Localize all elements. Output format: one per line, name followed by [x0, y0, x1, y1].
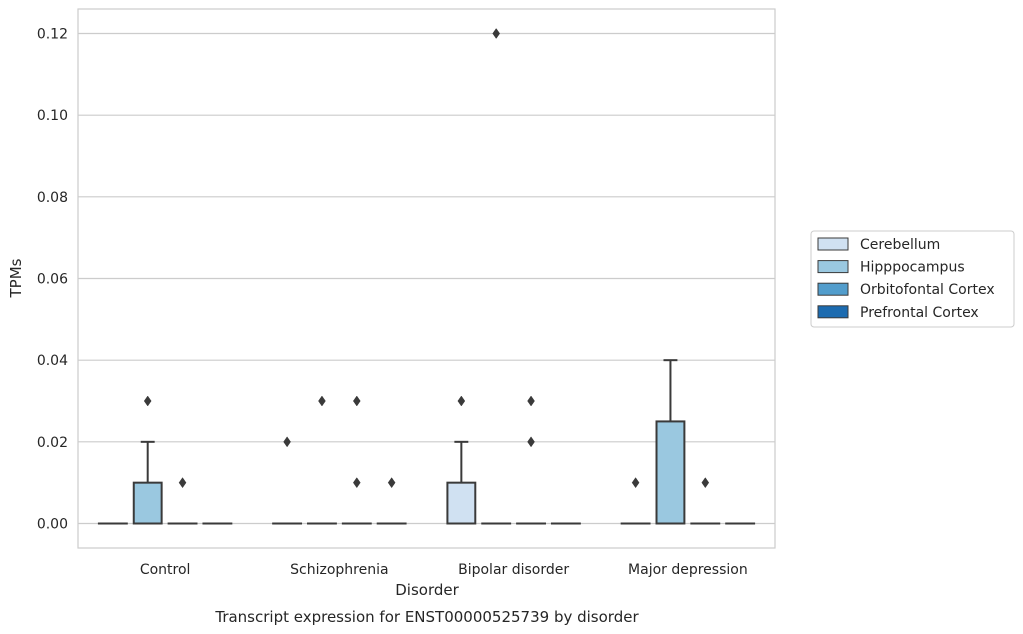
box-group [272, 436, 303, 525]
x-tick-label: Control [140, 562, 191, 578]
y-tick-label: 0.02 [37, 435, 68, 451]
legend: Cerebellum Hipppocampus Orbitofontal Corte… [810, 230, 1015, 328]
y-axis-label: TPMs [7, 258, 25, 298]
box-group [655, 359, 686, 525]
legend-label: Prefrontal Cortex [860, 305, 979, 321]
outlier-point [527, 436, 535, 448]
box-group [690, 477, 721, 525]
x-axis-label: Disorder [395, 581, 459, 599]
legend-label: Cerebellum [860, 237, 940, 253]
outlier-point [527, 395, 535, 407]
box-group [620, 477, 651, 525]
y-tick-label: 0.08 [37, 190, 68, 206]
legend-label: Orbitofontal Cortex [860, 282, 995, 298]
legend-label: Hipppocampus [860, 260, 965, 276]
box-group [516, 395, 546, 525]
box [132, 481, 163, 525]
outlier-point [318, 395, 326, 407]
outlier-point [631, 477, 640, 489]
legend-swatch [817, 260, 849, 274]
box-group [446, 395, 477, 525]
x-tick-label: Bipolar disorder [458, 562, 569, 578]
x-tick-label: Schizophrenia [290, 562, 388, 578]
box-group [307, 395, 337, 525]
outlier-point [352, 477, 361, 489]
legend-swatch [817, 305, 849, 319]
box [446, 481, 477, 525]
y-tick-label: 0.04 [37, 353, 68, 369]
outlier-point [701, 477, 710, 489]
legend-frame [810, 230, 1015, 328]
y-tick-label: 0.00 [37, 517, 68, 533]
outlier-point [352, 395, 361, 407]
outlier-point [178, 477, 187, 489]
box-group [132, 395, 163, 525]
y-tick-label: 0.10 [37, 108, 68, 124]
box-group [167, 477, 198, 525]
box [655, 420, 686, 525]
plot-area-frame [77, 8, 776, 549]
outlier-point [492, 28, 501, 39]
outlier-point [387, 477, 396, 489]
legend-swatch [817, 282, 849, 296]
legend-swatch [817, 237, 849, 251]
x-tick-labels: Control Schizophrenia Bipolar disorder Majo… [140, 562, 748, 578]
box-group [341, 395, 372, 525]
outlier-point [457, 395, 466, 407]
y-tick-label: 0.12 [37, 27, 68, 43]
y-tick-label: 0.06 [37, 272, 68, 288]
outlier-point [283, 436, 291, 448]
boxes [97, 28, 756, 525]
y-tick-labels: 0.00 0.02 0.04 0.06 0.08 0.10 0.12 [37, 27, 68, 533]
box-group [481, 28, 512, 525]
outlier-point [143, 395, 152, 407]
x-tick-label: Major depression [628, 562, 748, 578]
chart-title: Transcript expression for ENST0000052573… [214, 608, 639, 626]
box-group [376, 477, 407, 525]
